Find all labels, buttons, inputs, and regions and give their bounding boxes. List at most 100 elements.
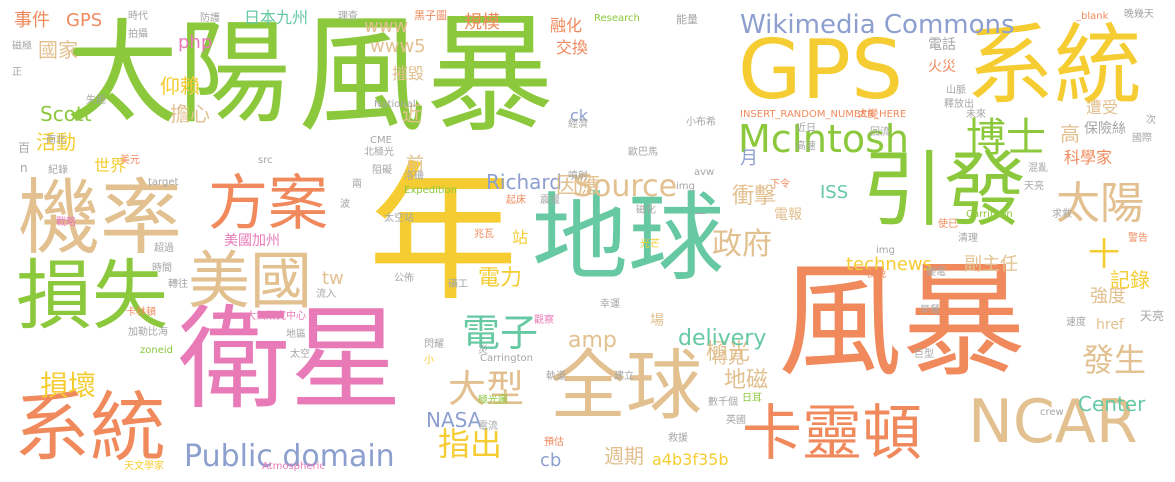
word-richard: Richard [486,172,562,192]
word-gps-2: GPS [66,12,102,30]
word-insert: INSERT_RANDOM_NUMBER_HERE [740,110,906,120]
word-bai: 百 [18,142,30,154]
word-kalingdun: 卡靈頓 [742,404,922,464]
word-jingji: 經濟 [568,120,588,130]
word-qiangdu: 強度 [1090,288,1126,306]
word-atmospheric: Atmospheric [262,462,325,472]
word-img: img [676,182,695,192]
word-dayang: 大氣研究中心 [246,312,306,322]
word-blank: _blank [1076,12,1108,22]
word-fengbao: 風暴 [298,12,554,140]
word-shanyan: 閃耀 [424,340,444,350]
word-www5: www5 [370,38,426,56]
word-jinggao: 警告 [1128,234,1148,244]
word-taikongzhan: 太空站 [384,214,414,224]
word-california: 美國加州 [224,234,280,248]
word-jiliang: 磁極 [12,42,32,52]
word-bo: 波 [340,200,350,210]
word-qingli: 清理 [958,234,978,244]
word-fangan: 方案 [208,174,328,234]
word-chaoguo: 超過 [154,244,174,254]
word-cuihui: 摧毀 [392,66,424,82]
word-cb: cb [540,452,561,470]
word-yugu: 預估 [544,438,564,448]
word-penshe: 噴射 [568,172,588,182]
word-n: n [20,162,28,174]
word-ci: 次 [1146,116,1156,126]
word-zaocan: 早餐 [920,306,940,316]
word-cme: CME [370,136,392,146]
word-zhichu: 指出 [438,428,502,460]
word-guojia: 國家 [38,40,78,60]
word-src: src [258,156,273,166]
word-jiaqiang: 加勒比海 [128,328,168,338]
word-xianjin: 近日 [796,124,816,134]
word-crew: crew [1040,408,1064,418]
word-yunlu: 小 [424,356,434,366]
word-fengbao-2: 風暴 [778,260,1026,384]
word-img2: img [876,246,895,256]
word-href: href [1096,318,1124,332]
word-qingxing: 幸運 [600,300,620,310]
word-iss: ISS [820,184,848,202]
word-cihua: 磁化 [636,206,656,216]
word-yanglai: 仰賴 [160,76,200,96]
word-kuanggong: 礦工 [448,280,468,290]
word-tianhui: 天亮 [1024,182,1044,192]
word-shidai: 時代 [128,12,148,22]
word-liang: 兩 [352,180,362,190]
word-shiwu: 失能 [86,96,106,106]
word-juxing: 巨型 [914,350,934,360]
word-zhaoguo: 兆瓦 [474,230,494,240]
word-mcintosh: McIntosh [738,120,909,158]
word-nengliang: 能量 [676,14,698,25]
word-amp: amp [568,330,617,352]
word-a4b: a4b3f35b [652,452,728,468]
word-sunshi: 損失 [16,258,168,334]
word-dici: 地磁 [724,370,768,392]
word-fuzhuren: 副主任 [964,256,1018,274]
word-kexuejia: 科學家 [1064,150,1112,166]
word-xiaowu: 小布希 [686,118,716,128]
word-guance: 觀察 [534,316,554,326]
word-huiliu: 回流 [870,128,890,138]
word-yue: 月 [740,150,758,168]
word-tianwen: 天文學家 [124,462,164,472]
word-shi: 十 [1088,238,1120,270]
word-biandian: 變電 [926,268,946,278]
word-yezao: 夜晚 [866,270,886,280]
word-shili: 使已 [938,220,958,230]
word-liji: 理查 [338,12,358,22]
word-fasheng: 發生 [1082,344,1146,376]
word-research: Research [594,14,640,24]
word-nasa: NASA [426,410,481,430]
word-fangbo: 防護 [200,14,220,24]
word-carrinton: Carrinton [966,210,1013,220]
word-technews: technews [846,256,932,274]
word-sunhuai: 損壞 [40,372,96,400]
word-meiyuan: 美元 [120,156,140,166]
word-hun: 混亂 [1028,164,1048,174]
word-dianli: 電力 [478,268,522,290]
word-carrington: Carrington [480,354,533,364]
word-meiguo: 美國 [188,250,312,312]
word-wanshou: 晚幾天 [1124,10,1154,20]
word-dayuan: 大變 [858,110,878,120]
word-diqiu: 地球 [532,190,724,286]
word-luoji: 洛磯 [404,172,424,182]
word-wikimedia: Wikimedia Commons [740,12,1015,38]
word-gongbu: 公佈 [394,274,414,284]
word-dianzi: 電子 [462,314,538,352]
word-deijian: 得見 [712,350,744,366]
word-jiaohuan: 交換 [556,40,588,56]
word-jiuyuan: 救援 [668,434,688,444]
word-kuaisu: 高速 [796,142,816,152]
word-gao: 高 [1060,124,1080,144]
word-ouba: 歐巴馬 [628,148,658,158]
word-php: php [178,34,212,52]
word-jiankong: 建立 [614,372,634,382]
word-dangqian: 下令 [770,180,790,190]
word-zheng: 正 [12,68,22,78]
word-diqu: 地區 [286,330,306,340]
word-dianbao: 電報 [774,208,802,222]
